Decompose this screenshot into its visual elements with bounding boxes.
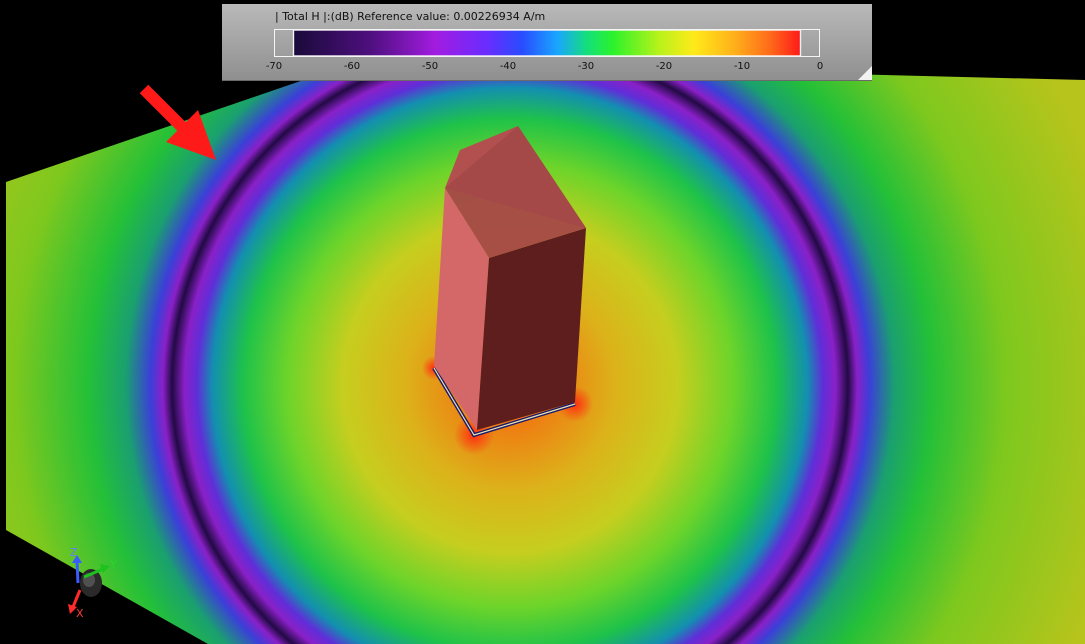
legend-tick-label: 0 [816,61,824,72]
box-left-face [434,188,489,430]
colorbar [274,29,820,57]
box-object[interactable] [434,126,586,430]
color-legend-panel[interactable]: | Total H |:(dB) Reference value: 0.0022… [222,4,872,81]
legend-tick-label: -60 [343,61,361,72]
box-right-face [477,228,586,430]
axes-triad-icon: Z Y X [68,546,117,620]
legend-tick-label: -50 [421,61,439,72]
axis-z-label: Z [70,546,78,559]
legend-tick-label: -30 [577,61,595,72]
legend-tick-label: -20 [655,61,673,72]
legend-tick-label: -70 [265,61,283,72]
axis-y-label: Y [109,558,117,571]
axis-x-label: X [76,607,84,620]
red-arrow-icon [139,84,216,160]
legend-tick-label: -10 [733,61,751,72]
legend-title: | Total H |:(dB) Reference value: 0.0022… [275,10,546,23]
legend-tick-label: -40 [499,61,517,72]
resize-grip-icon[interactable] [858,66,872,80]
